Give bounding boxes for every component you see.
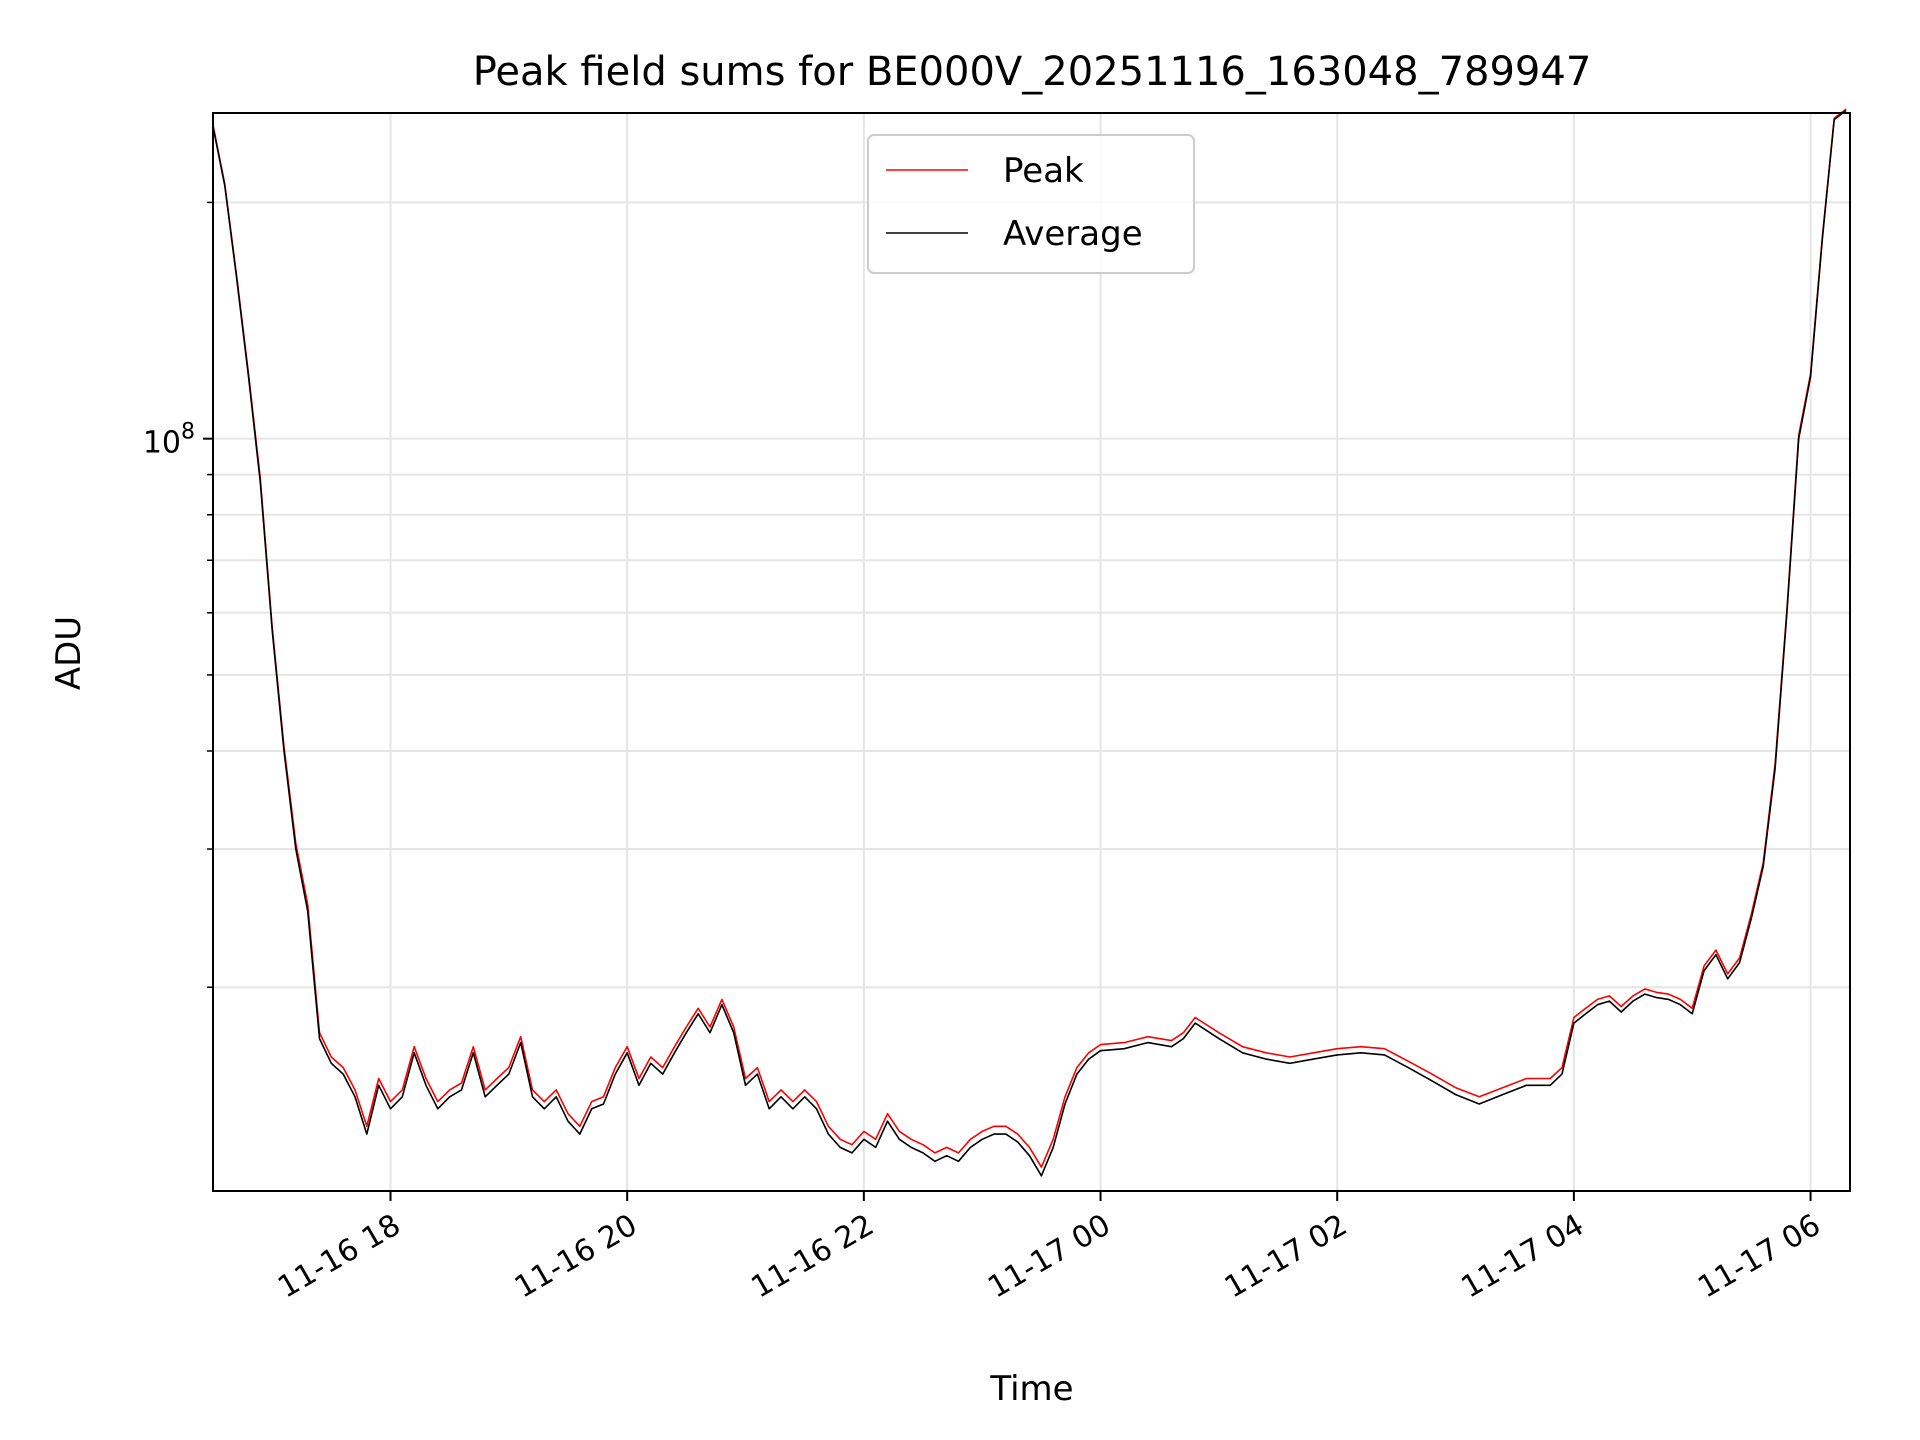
y-axis-label: ADU (49, 616, 89, 690)
plot-frame (212, 112, 1851, 1192)
series-layer (212, 108, 1847, 1177)
y-tick-label: 108 (143, 420, 195, 461)
chart-title: Peak field sums for BE000V_20251116_1630… (473, 49, 1592, 95)
plot-area (212, 108, 1851, 1192)
x-axis-label: Time (989, 1369, 1073, 1409)
series-line-peak (212, 108, 1847, 1168)
legend-label-peak: Peak (1003, 151, 1084, 191)
series-line-average (212, 109, 1847, 1177)
grid (213, 113, 1850, 1191)
legend-label-average: Average (1003, 214, 1143, 254)
legend: Peak Average (867, 134, 1195, 274)
y-axis: 108 (143, 201, 213, 988)
